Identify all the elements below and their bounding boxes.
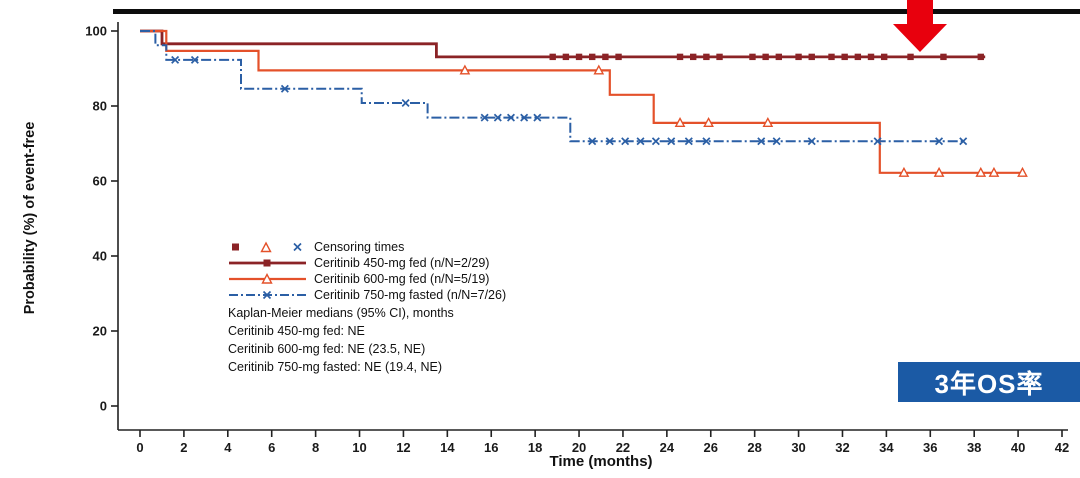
annotation-median-600: Ceritinib 600-mg fed: NE (23.5, NE)	[228, 342, 426, 356]
series-750-label: Ceritinib 750-mg fasted (n/N=7/26)	[314, 288, 507, 302]
svg-text:20: 20	[572, 440, 586, 455]
svg-text:36: 36	[923, 440, 937, 455]
svg-text:4: 4	[224, 440, 232, 455]
svg-text:2: 2	[180, 440, 187, 455]
svg-text:100: 100	[85, 24, 107, 39]
svg-text:42: 42	[1055, 440, 1069, 455]
series-600-label: Ceritinib 600-mg fed (n/N=5/19)	[314, 272, 490, 286]
svg-text:80: 80	[93, 99, 107, 114]
red-arrow-annotation	[886, 0, 954, 54]
censoring-markers-icon	[232, 241, 302, 253]
censoring-legend-label: Censoring times	[314, 240, 405, 254]
svg-text:0: 0	[136, 440, 143, 455]
svg-text:20: 20	[93, 324, 107, 339]
legend-row-750: Ceritinib 750-mg fasted (n/N=7/26)	[228, 287, 506, 303]
y-axis-label: Probability (%) of event-free	[22, 121, 38, 315]
svg-text:18: 18	[528, 440, 542, 455]
series-450-label: Ceritinib 450-mg fed (n/N=2/29)	[314, 256, 490, 270]
legend-row-censoring: Censoring times	[228, 239, 506, 255]
svg-text:32: 32	[835, 440, 849, 455]
svg-text:10: 10	[352, 440, 366, 455]
svg-text:8: 8	[312, 440, 319, 455]
svg-text:30: 30	[791, 440, 805, 455]
svg-text:40: 40	[1011, 440, 1025, 455]
svg-text:24: 24	[660, 440, 675, 455]
annotation-median-450: Ceritinib 450-mg fed: NE	[228, 324, 365, 338]
line-600-icon	[229, 273, 306, 284]
legend-row-600: Ceritinib 600-mg fed (n/N=5/19)	[228, 271, 506, 287]
svg-text:14: 14	[440, 440, 455, 455]
svg-text:40: 40	[93, 249, 107, 264]
chart-legend: Censoring times Ceritinib 450-mg fed (n/…	[228, 239, 506, 303]
svg-text:28: 28	[747, 440, 761, 455]
svg-text:6: 6	[268, 440, 275, 455]
km-medians-annotation: Kaplan-Meier medians (95% CI), months Ce…	[228, 304, 454, 376]
svg-text:16: 16	[484, 440, 498, 455]
svg-text:0: 0	[100, 399, 107, 414]
top-divider-bar	[113, 9, 1080, 14]
svg-text:26: 26	[704, 440, 718, 455]
annotation-medians-header: Kaplan-Meier medians (95% CI), months	[228, 306, 454, 320]
line-750-icon	[229, 290, 306, 300]
svg-text:38: 38	[967, 440, 981, 455]
down-arrow-icon	[893, 0, 947, 52]
annotation-median-750: Ceritinib 750-mg fasted: NE (19.4, NE)	[228, 360, 442, 374]
legend-row-450: Ceritinib 450-mg fed (n/N=2/29)	[228, 255, 506, 271]
svg-text:34: 34	[879, 440, 894, 455]
svg-text:22: 22	[616, 440, 630, 455]
svg-text:60: 60	[93, 174, 107, 189]
line-450-icon	[229, 259, 306, 267]
x-axis-label: Time (months)	[549, 453, 653, 470]
os-rate-badge: 3年OS率	[898, 362, 1080, 402]
svg-text:12: 12	[396, 440, 410, 455]
